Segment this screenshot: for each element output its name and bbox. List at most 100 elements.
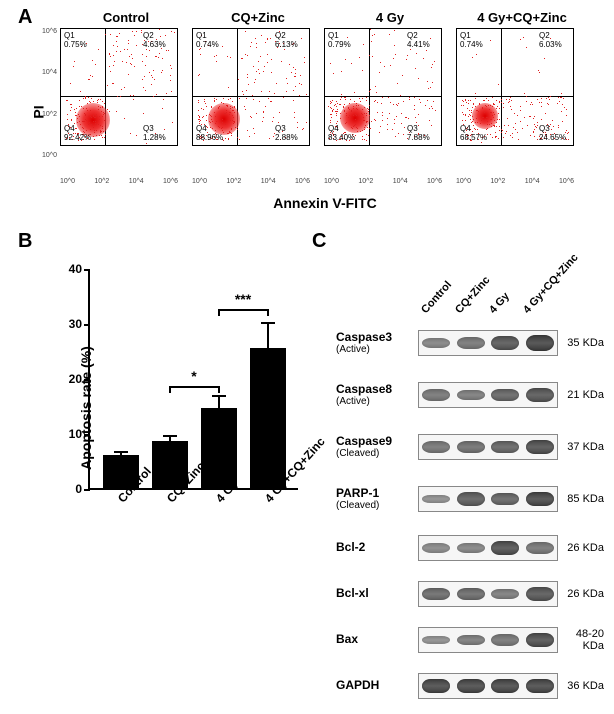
wb-band <box>457 543 485 553</box>
wb-band <box>457 390 485 401</box>
wb-lane <box>419 536 454 560</box>
scatter-plot-area: Q10.75%Q24.63%Q31.28%Q492.42% <box>60 28 178 146</box>
wb-band <box>491 336 519 350</box>
wb-band <box>422 636 450 645</box>
bar-category-label: 4 Gy+CQ+Zinc <box>262 435 328 506</box>
wb-lane <box>488 582 523 606</box>
wb-band <box>457 337 485 348</box>
q3-label: Q37.88% <box>407 125 430 143</box>
scatter-plot-area: Q10.74%Q26.03%Q324.65%Q468.57% <box>456 28 574 146</box>
wb-lanes <box>418 434 558 460</box>
significance-label: * <box>182 368 206 384</box>
wb-lane <box>488 331 523 355</box>
apoptosis-bar-chart: ControlCQ+Zinc4 Gy4 Gy+CQ+Zinc 010203040… <box>88 270 298 490</box>
q2-label: Q24.63% <box>143 32 166 50</box>
wb-row: Bcl-xl 26 KDa <box>336 576 604 612</box>
wb-band <box>422 389 450 400</box>
panel-a: PI ControlQ10.75%Q24.63%Q31.28%Q492.42%1… <box>60 28 590 173</box>
wb-band <box>422 679 450 694</box>
wb-protein-label: GAPDH <box>336 679 418 692</box>
wb-column-header: CQ+Zinc <box>453 274 492 316</box>
q1-label: Q10.75% <box>64 32 87 50</box>
wb-band <box>526 388 554 402</box>
wb-lane <box>454 487 489 511</box>
wb-column-header: Control <box>419 279 454 316</box>
wb-band <box>491 679 519 694</box>
q1-label: Q10.74% <box>460 32 483 50</box>
wb-lane <box>488 628 523 652</box>
wb-protein-label: Bax <box>336 633 418 646</box>
wb-lane <box>523 487 558 511</box>
wb-band <box>422 543 450 552</box>
bar-0: Control <box>103 455 139 488</box>
panel-b: Apoptosis rate (%) ControlCQ+Zinc4 Gy4 G… <box>48 260 308 680</box>
wb-lane <box>523 628 558 652</box>
wb-band <box>526 633 554 647</box>
wb-column-header: 4 Gy+CQ+Zinc <box>521 252 581 316</box>
wb-lane <box>419 628 454 652</box>
wb-band <box>422 338 450 348</box>
wb-protein-label: Caspase9(Cleaved) <box>336 435 418 459</box>
scatter-plot-1: CQ+ZincQ10.74%Q26.13%Q32.88%Q488.96%10^0… <box>192 28 324 173</box>
wb-band <box>491 541 519 555</box>
wb-lane <box>419 674 454 698</box>
wb-row: Bax48-20 KDa <box>336 622 604 658</box>
wb-lane <box>454 536 489 560</box>
wb-lane <box>419 331 454 355</box>
wb-size-label: 26 KDa <box>558 588 604 600</box>
wb-lane <box>419 582 454 606</box>
wb-band <box>457 679 485 694</box>
wb-column-header: 4 Gy <box>487 290 512 316</box>
bar-2: 4 Gy <box>201 408 237 488</box>
wb-row: PARP-1(Cleaved)85 KDa <box>336 478 604 520</box>
wb-lane <box>419 435 454 459</box>
wb-band <box>491 589 519 600</box>
wb-protein-label: Caspase8(Active) <box>336 383 418 407</box>
wb-lanes <box>418 673 558 699</box>
wb-row: GAPDH 36 KDa <box>336 668 604 704</box>
wb-lane <box>454 582 489 606</box>
wb-lanes <box>418 627 558 653</box>
q1-label: Q10.74% <box>196 32 219 50</box>
significance-label: *** <box>231 291 255 307</box>
q4-label: Q483.40% <box>328 125 355 143</box>
wb-size-label: 85 KDa <box>558 493 604 505</box>
wb-band <box>491 634 519 645</box>
wb-size-label: 35 KDa <box>558 337 604 349</box>
wb-lane <box>523 435 558 459</box>
q3-label: Q32.88% <box>275 125 298 143</box>
bar-category-label: Control <box>115 464 154 505</box>
scatter-plot-area: Q10.79% Q24.41% Q37.88% Q483.40% <box>324 28 442 146</box>
wb-lane <box>523 331 558 355</box>
q2-label: Q24.41% <box>407 32 430 50</box>
wb-size-label: 37 KDa <box>558 441 604 453</box>
y-tick-label: 10 <box>60 427 82 441</box>
wb-lane <box>488 674 523 698</box>
wb-row: Bcl-226 KDa <box>336 530 604 566</box>
panel-c-letter: C <box>312 230 326 253</box>
wb-lanes <box>418 330 558 356</box>
wb-band <box>526 587 554 601</box>
q1-label: Q10.79% <box>328 32 351 50</box>
wb-band <box>491 493 519 506</box>
wb-lane <box>523 582 558 606</box>
panel-c: ControlCQ+Zinc4 Gy 4 Gy+CQ+Zinc Caspase3(… <box>336 248 604 714</box>
wb-band <box>422 495 450 504</box>
wb-protein-label: Caspase3(Active) <box>336 331 418 355</box>
scatter-title: 4 Gy <box>324 10 456 25</box>
wb-band <box>491 441 519 454</box>
wb-lane <box>523 674 558 698</box>
wb-lane <box>454 435 489 459</box>
western-blot-rows: Caspase3(Active)35 KDaCaspase8(Active)21… <box>336 322 604 704</box>
scatter-plot-2: 4 GyQ10.79%Q24.41%Q37.88%Q483.40%10^010^… <box>324 28 456 173</box>
q4-label: Q488.96% <box>196 125 223 143</box>
q2-label: Q26.03% <box>539 32 562 50</box>
significance-bracket <box>219 309 268 311</box>
q2-label: Q26.13% <box>275 32 298 50</box>
wb-protein-label: Bcl-xl <box>336 587 418 600</box>
bar-1: CQ+Zinc <box>152 441 188 488</box>
wb-band <box>457 635 485 646</box>
wb-size-label: 36 KDa <box>558 680 604 692</box>
y-tick-label: 30 <box>60 317 82 331</box>
wb-lane <box>488 435 523 459</box>
